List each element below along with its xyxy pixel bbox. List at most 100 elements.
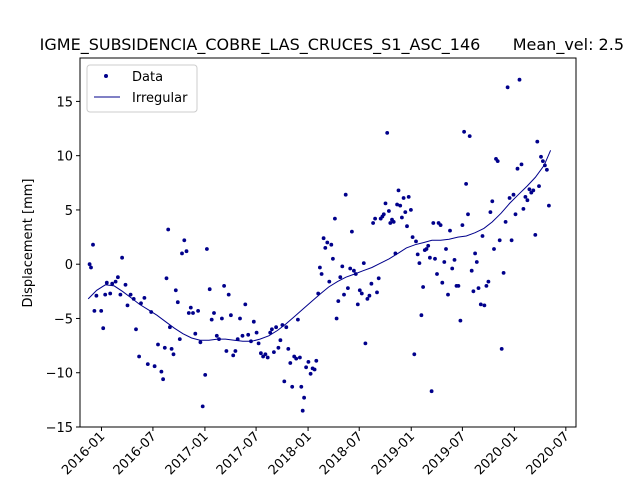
data-point (535, 139, 540, 144)
data-point (164, 276, 169, 281)
data-point (302, 395, 306, 400)
data-point (383, 201, 388, 206)
legend-data-label: Data (132, 70, 163, 85)
data-point (314, 358, 319, 363)
data-point (448, 228, 452, 233)
data-point (410, 235, 415, 240)
data-point (398, 203, 403, 208)
data-point (270, 327, 274, 332)
data-point (340, 264, 345, 269)
data-point (446, 292, 450, 297)
data-point (357, 288, 362, 293)
data-point (104, 280, 109, 285)
data-point (396, 188, 401, 193)
legend-irregular-label: Irregular (132, 91, 188, 106)
data-point (99, 309, 104, 313)
data-point (207, 287, 212, 292)
data-series-points (87, 77, 551, 413)
y-tick-label: 5 (65, 204, 73, 219)
data-point (137, 354, 142, 359)
data-point (523, 195, 528, 199)
data-point (348, 266, 353, 271)
data-point (312, 367, 317, 372)
data-point (474, 260, 479, 264)
data-point (161, 377, 166, 382)
data-point (515, 166, 520, 171)
data-point (381, 212, 386, 217)
data-point (188, 305, 193, 310)
data-point (152, 364, 157, 369)
data-point (456, 284, 461, 288)
y-tick-label: 15 (56, 95, 73, 110)
data-point (101, 326, 106, 331)
data-point (547, 203, 551, 208)
data-point (209, 317, 214, 322)
data-point (217, 337, 221, 341)
x-tick-label: 2020-07 (524, 429, 573, 478)
x-tick-label: 2017-07 (214, 429, 263, 478)
data-point (503, 220, 508, 224)
data-point (231, 353, 236, 358)
legend-box (86, 64, 198, 113)
data-point (110, 281, 115, 286)
data-point (318, 265, 322, 270)
data-point (329, 242, 334, 247)
data-point (168, 325, 172, 330)
data-point (433, 256, 437, 261)
data-point (401, 196, 406, 200)
x-tick-label: 2020-01 (472, 429, 521, 478)
data-point (519, 162, 524, 167)
data-point (371, 221, 375, 225)
data-point (256, 341, 261, 346)
data-point (517, 77, 522, 82)
data-point (343, 192, 348, 197)
data-point (331, 256, 335, 261)
data-point (539, 154, 543, 159)
data-point (308, 371, 313, 376)
data-point (495, 159, 500, 164)
data-point (393, 251, 398, 256)
data-point (171, 352, 176, 357)
data-point (166, 227, 171, 232)
data-point (294, 356, 299, 361)
data-point (193, 331, 198, 336)
data-point (412, 352, 417, 357)
y-tick-label: 10 (56, 150, 73, 165)
data-point (458, 318, 463, 323)
data-point (94, 293, 99, 298)
data-point (180, 251, 184, 256)
data-point (177, 337, 182, 341)
data-point (243, 302, 248, 307)
data-point (196, 309, 201, 313)
data-point (505, 85, 510, 90)
data-point (316, 291, 321, 296)
data-point (442, 260, 447, 264)
data-point (125, 303, 130, 308)
data-point (333, 216, 337, 221)
data-point (128, 292, 133, 297)
data-point (272, 350, 276, 354)
data-point (469, 268, 474, 273)
data-point (306, 360, 311, 364)
data-point (363, 341, 368, 346)
data-point (419, 313, 424, 318)
data-point (278, 338, 283, 343)
data-point (521, 207, 526, 211)
data-point (431, 221, 436, 225)
y-tick-label: −15 (46, 421, 73, 436)
data-point (466, 212, 470, 217)
data-point (134, 327, 138, 332)
data-point (214, 333, 219, 338)
data-point (492, 247, 496, 251)
data-point (473, 251, 477, 256)
data-point (120, 255, 124, 260)
data-point (533, 233, 538, 237)
data-point (507, 196, 512, 200)
data-point (424, 247, 429, 251)
data-point (212, 311, 216, 315)
data-point (116, 275, 120, 280)
data-point (353, 272, 358, 276)
data-point (259, 351, 263, 356)
data-point (509, 238, 514, 243)
